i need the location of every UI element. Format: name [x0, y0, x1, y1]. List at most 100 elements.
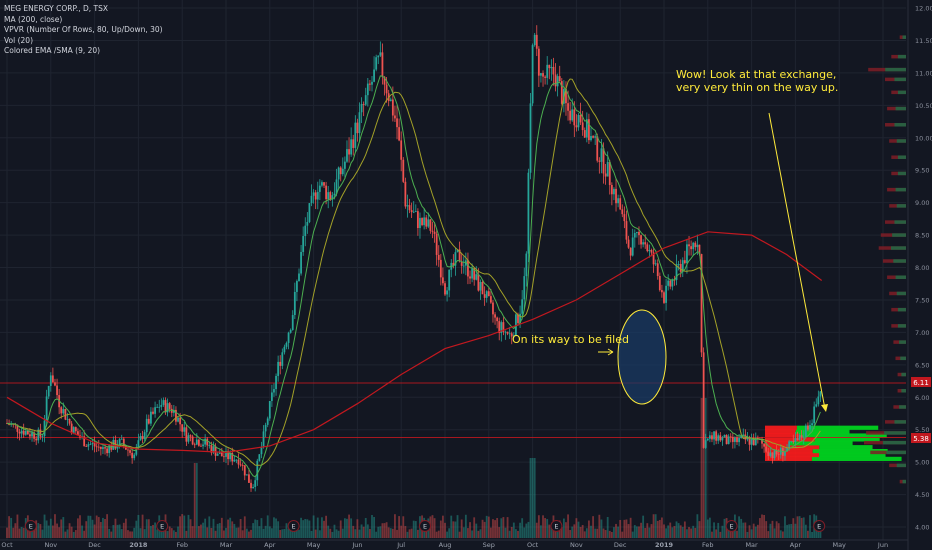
candle-body	[264, 424, 267, 432]
volume-bar	[529, 458, 532, 538]
volume-bar	[260, 518, 263, 538]
candle-body	[210, 445, 213, 453]
volume-bar	[212, 518, 215, 538]
candle-body	[686, 244, 688, 264]
volume-bar	[235, 527, 238, 538]
candle-body	[433, 231, 436, 234]
candle-body	[214, 446, 217, 456]
candle-body	[500, 322, 503, 333]
volume-bar	[85, 521, 88, 538]
candle-body	[183, 427, 186, 432]
volume-bar	[225, 527, 227, 538]
volume-bar	[523, 527, 526, 538]
candle-body	[212, 446, 215, 453]
volume-bar	[727, 530, 730, 538]
candle-body	[108, 445, 111, 454]
candle-body	[298, 273, 300, 282]
volume-bar	[767, 531, 770, 538]
candle-body	[39, 429, 42, 437]
candle-body	[352, 139, 355, 148]
candle-body	[389, 99, 392, 102]
earnings-circle	[287, 520, 300, 532]
candle-body	[72, 427, 75, 434]
candle-body	[302, 236, 305, 252]
indicator-vpvr[interactable]: VPVR (Number Of Rows, 80, Up/Down, 30)	[4, 25, 163, 34]
volume-bar	[120, 529, 123, 538]
candle-body	[817, 396, 820, 405]
ma200-line	[6, 231, 823, 454]
volume-bar	[498, 527, 501, 538]
volume-bar	[250, 529, 252, 538]
volume-bar	[275, 518, 277, 538]
volume-bar	[688, 527, 690, 538]
candle-body	[487, 291, 490, 297]
candle-body	[548, 64, 551, 69]
indicator-vol[interactable]: Vol (20)	[4, 35, 34, 45]
volume-bar	[348, 514, 350, 538]
volume-bar	[216, 523, 219, 538]
x-tick-label: Nov	[570, 541, 583, 549]
candle-body	[120, 438, 123, 440]
volume-bar	[744, 522, 747, 538]
volume-bar	[608, 530, 611, 538]
volume-bar	[346, 518, 348, 538]
candle-body	[150, 411, 152, 424]
candle-body	[792, 441, 795, 443]
candle-body	[667, 280, 670, 286]
volume-bar	[719, 531, 722, 538]
volume-bar	[681, 526, 684, 538]
volume-bar	[208, 516, 211, 538]
candle-body	[33, 432, 36, 439]
candle-body	[206, 438, 209, 446]
volume-bar	[504, 527, 507, 538]
volume-bar	[433, 518, 436, 538]
vpvr-visible-row-up	[819, 452, 886, 458]
candle-body	[273, 389, 275, 393]
candle-body	[335, 179, 338, 194]
volume-bar	[437, 530, 440, 538]
volume-bar	[469, 522, 471, 538]
volume-bar	[517, 530, 519, 538]
x-tick-label: Apr	[264, 541, 276, 549]
candle-body	[166, 403, 169, 413]
candle-body	[677, 264, 680, 265]
vpvr-row-up	[897, 155, 906, 159]
candle-body	[786, 447, 788, 452]
volume-bar	[473, 517, 476, 538]
candle-body	[731, 436, 734, 442]
y-tick-label: 7.50	[915, 296, 929, 304]
candle-body	[354, 122, 357, 148]
candle-body	[116, 446, 119, 449]
candle-body	[734, 437, 736, 442]
candle-body	[504, 331, 507, 333]
volume-bar	[341, 528, 344, 538]
volume-bar	[477, 530, 480, 538]
candle-body	[531, 45, 534, 104]
volume-bar	[773, 528, 776, 538]
volume-bar	[633, 525, 636, 538]
candle-body	[195, 439, 198, 445]
candle-body	[683, 260, 686, 264]
vpvr-row-up	[894, 77, 906, 82]
volume-bar	[214, 530, 217, 538]
volume-bar	[487, 516, 490, 538]
volume-bar	[692, 525, 695, 538]
volume-bar	[375, 531, 378, 538]
candle-body	[402, 159, 405, 182]
vpvr-row-up	[897, 324, 906, 328]
candle-body	[87, 444, 90, 447]
candle-body	[579, 114, 582, 123]
volume-bar	[364, 517, 367, 538]
volume-bar	[114, 518, 117, 538]
candle-body	[356, 122, 359, 134]
price-badge-upper: 6.11	[911, 377, 931, 387]
volume-bar	[765, 521, 768, 538]
volume-bar	[127, 530, 129, 538]
indicator-ema[interactable]: Colored EMA /SMA (9, 20)	[4, 46, 101, 55]
candle-body	[796, 438, 799, 440]
candle-body	[537, 48, 540, 76]
candle-body	[62, 409, 65, 414]
indicator-ma[interactable]: MA (200, close)	[4, 14, 63, 24]
candle-body	[260, 447, 263, 455]
